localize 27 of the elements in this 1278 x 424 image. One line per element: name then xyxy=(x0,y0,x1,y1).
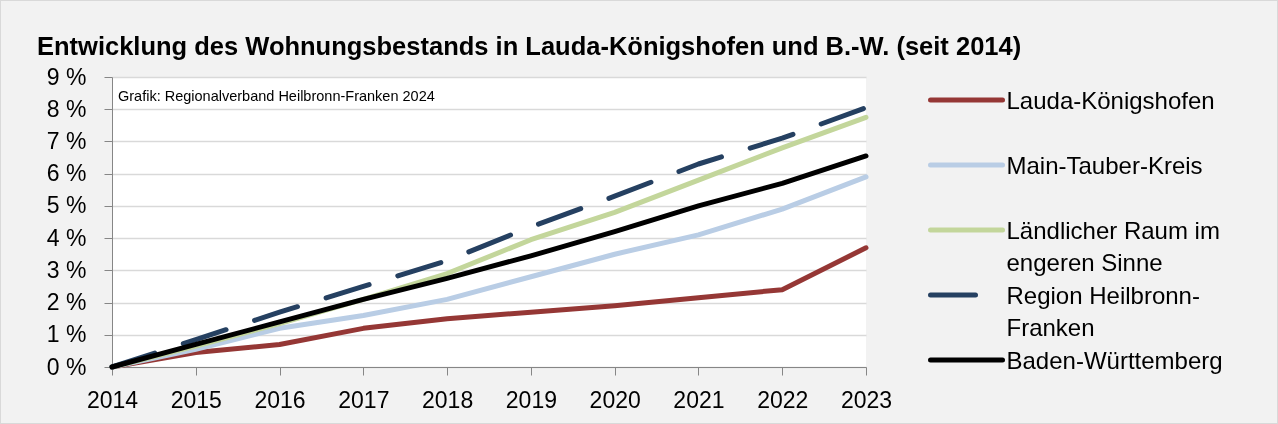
x-tick-label: 2017 xyxy=(338,386,390,413)
x-tick-label: 2016 xyxy=(254,386,306,413)
y-tick-label: 8 % xyxy=(46,95,87,122)
x-tick-label: 2015 xyxy=(170,386,222,413)
annotation: Grafik: Regionalverband Heilbronn-Franken 2024 xyxy=(118,88,435,104)
x-tick-label: 2019 xyxy=(505,386,557,413)
chart-title: Entwicklung des Wohnungsbestands in Lauda-Königshofen und B.-W. (seit 2014) xyxy=(37,31,1022,60)
y-tick-label: 4 % xyxy=(46,224,87,251)
y-tick-label: 2 % xyxy=(46,289,87,316)
x-tick-label: 2022 xyxy=(757,386,809,413)
x-tick-label: 2023 xyxy=(840,386,893,413)
x-tick-label: 2020 xyxy=(589,386,641,413)
x-tick-label: 2014 xyxy=(86,386,139,413)
legend-label: Region Heilbronn-Franken xyxy=(1006,281,1200,341)
y-tick-label: 3 % xyxy=(46,256,87,283)
y-tick-label: 0 % xyxy=(46,353,87,380)
y-tick-label: 5 % xyxy=(46,192,87,219)
legend-label: Main-Tauber-Kreis xyxy=(1006,151,1203,179)
y-tick-label: 7 % xyxy=(46,127,87,154)
x-tick-label: 2021 xyxy=(673,386,725,413)
y-tick-label: 1 % xyxy=(46,321,87,348)
legend-label: Ländlicher Raum im engeren Sinne xyxy=(1006,216,1220,276)
legend-label: Baden-Württemberg xyxy=(1006,346,1223,374)
legend-label: Lauda-Königshofen xyxy=(1006,86,1215,114)
y-tick-label: 9 % xyxy=(46,63,87,90)
y-tick-label: 6 % xyxy=(46,160,87,187)
x-tick-label: 2018 xyxy=(422,386,474,413)
